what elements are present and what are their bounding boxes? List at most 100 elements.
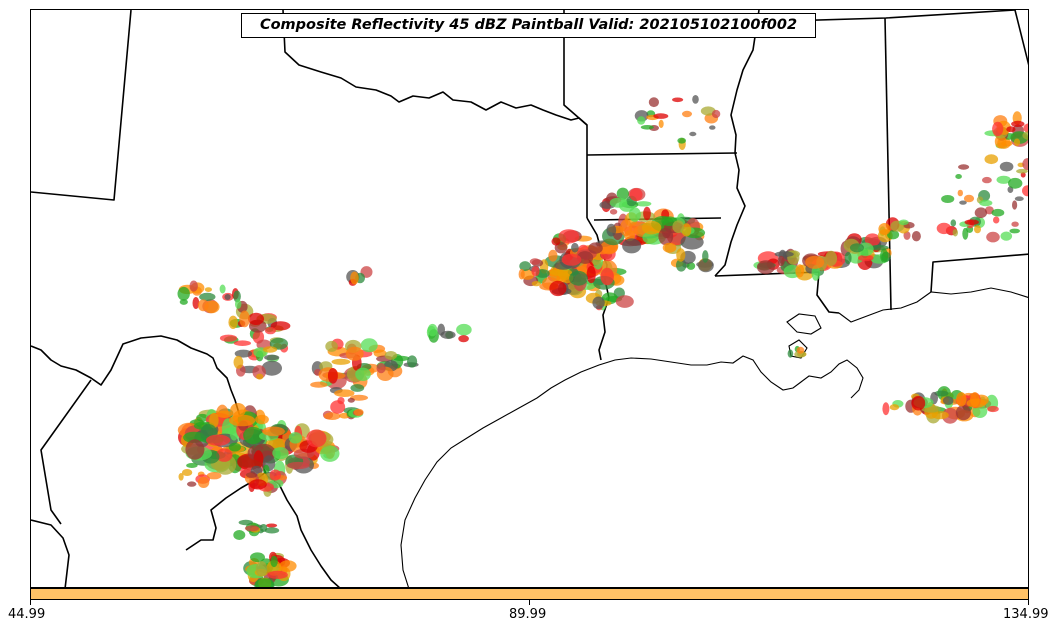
storm-cell — [979, 199, 993, 207]
storm-cell — [942, 407, 959, 424]
storm-cell — [934, 390, 949, 397]
storm-cell — [458, 335, 469, 343]
colorbar-tick — [529, 600, 530, 605]
storm-cell — [334, 389, 355, 398]
border-nm-tx — [40, 379, 92, 525]
storm-cell — [264, 354, 280, 361]
storm-cell — [682, 110, 692, 118]
storm-cell — [709, 125, 716, 130]
storm-cell — [936, 222, 952, 235]
border-al-ga — [1014, 10, 1028, 66]
storm-cell — [941, 195, 955, 203]
storm-cell — [588, 242, 603, 254]
storm-cell — [199, 292, 216, 301]
storm-cell — [427, 323, 438, 337]
storm-cell — [192, 297, 200, 309]
storm-cell — [637, 116, 646, 125]
storm-cell — [586, 265, 596, 284]
storm-cell — [992, 121, 1004, 137]
storm-cell — [178, 473, 184, 481]
storm-cell — [229, 421, 239, 441]
mississippi-river — [714, 10, 760, 277]
storm-cell — [216, 410, 233, 418]
storm-cell — [689, 131, 697, 137]
storm-cell — [692, 95, 699, 104]
storm-cell — [353, 408, 364, 416]
storm-cell — [844, 251, 852, 265]
storm-cell — [360, 338, 378, 353]
storm-cell — [956, 392, 967, 407]
storm-cell — [197, 299, 209, 312]
lake-pontchartrain — [786, 313, 822, 335]
la-coast-east — [838, 287, 1028, 323]
storm-cell — [189, 280, 198, 292]
storm-cell — [269, 469, 281, 481]
storm-cell — [262, 426, 285, 437]
storm-cell — [228, 442, 241, 452]
border-la-ms — [714, 271, 840, 314]
storm-cell — [185, 439, 205, 460]
map-title: Composite Reflectivity 45 dBZ Paintball … — [241, 13, 816, 38]
storm-cell — [963, 194, 975, 203]
storm-cell — [196, 413, 209, 422]
storm-cell — [247, 312, 265, 325]
storm-cell — [629, 188, 643, 202]
storm-cell — [245, 472, 258, 478]
storm-cell — [635, 201, 652, 207]
storm-cell — [179, 299, 188, 305]
storm-cell — [698, 258, 714, 273]
storm-cell — [345, 346, 364, 361]
storm-cell — [1016, 168, 1028, 174]
storm-cell — [957, 189, 963, 197]
storm-cell — [531, 281, 541, 287]
border-ms-al — [884, 17, 892, 311]
storm-cell — [942, 396, 954, 405]
storm-cell — [256, 373, 264, 380]
storm-cell — [531, 266, 540, 277]
storm-cell — [264, 326, 276, 335]
storm-cell — [911, 231, 921, 242]
storm-cell — [569, 270, 588, 286]
colorbar-tick-label-min: 44.99 — [8, 607, 46, 622]
storm-cell — [628, 207, 641, 222]
border-fl — [930, 253, 1028, 293]
storm-cell — [529, 258, 541, 265]
storm-cell — [440, 330, 456, 339]
colorbar-tick — [30, 600, 31, 605]
gulf-coast — [400, 355, 864, 587]
storm-cell — [355, 367, 371, 381]
storm-cell — [606, 223, 617, 237]
storm-cell — [407, 355, 418, 368]
storm-cell — [262, 346, 278, 353]
map-canvas — [31, 10, 1028, 587]
storm-cell — [261, 360, 282, 376]
storm-cell — [288, 432, 303, 444]
storm-cell — [228, 315, 238, 329]
storm-cell — [984, 154, 999, 165]
storm-cell — [233, 340, 251, 347]
storm-cell — [848, 251, 864, 264]
storm-cell — [456, 323, 472, 336]
storm-cell — [950, 219, 957, 227]
storm-cell — [255, 561, 268, 577]
storm-cell — [962, 227, 969, 240]
storm-cell — [269, 337, 288, 350]
storm-cell — [558, 229, 580, 244]
storm-cell — [999, 161, 1014, 172]
storm-cell — [787, 349, 794, 358]
colorbar-tick-label-mid: 89.99 — [509, 607, 547, 622]
storm-cell — [1006, 126, 1016, 133]
storm-cell — [858, 254, 874, 262]
storm-cell — [615, 295, 634, 308]
storm-cell — [1022, 185, 1028, 197]
storm-cell — [1022, 131, 1028, 140]
storm-cell — [234, 349, 253, 358]
storm-cell — [958, 164, 970, 170]
map-panel — [30, 9, 1029, 588]
storm-cell — [850, 243, 864, 253]
storm-cell — [911, 395, 926, 411]
storm-cell — [230, 403, 246, 417]
storm-cell — [177, 286, 190, 301]
storm-cell — [757, 260, 775, 275]
storm-cell — [640, 125, 654, 130]
